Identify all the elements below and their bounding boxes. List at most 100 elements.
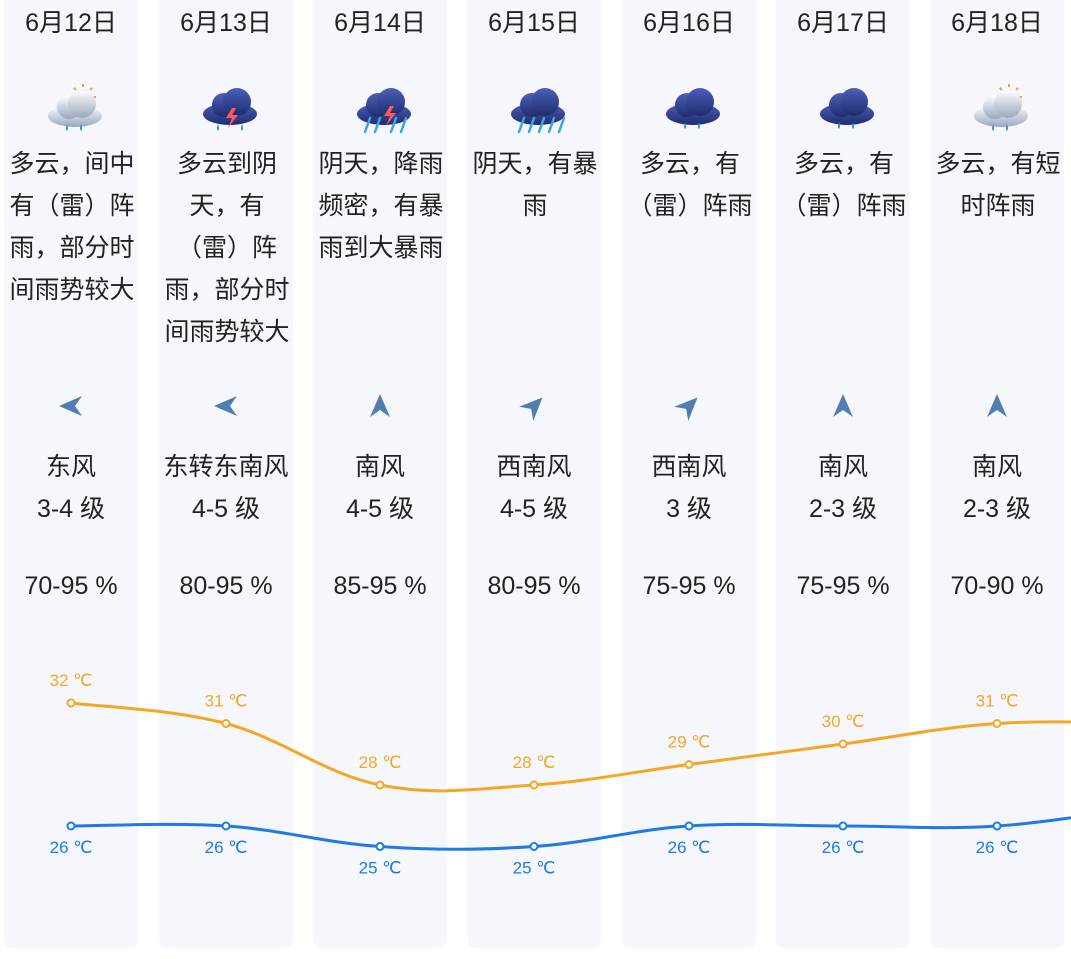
wind-direction: 东转东南风 xyxy=(163,453,289,481)
desc-line: 雨，部分时 xyxy=(9,234,135,262)
wind-direction-icon xyxy=(214,396,237,416)
low-temp-label: 25 ℃ xyxy=(359,859,402,878)
high-temp-label: 31 ℃ xyxy=(976,692,1019,711)
desc-line: 间雨势较大 xyxy=(164,318,290,346)
weather-description: 多云，有 （雷）阵雨 xyxy=(624,143,756,227)
low-temp-point xyxy=(221,821,231,831)
high-temp-label: 28 ℃ xyxy=(359,753,402,772)
wind-level: 2-3 级 xyxy=(808,495,878,523)
low-temp-label: 25 ℃ xyxy=(513,859,556,878)
high-temp-line xyxy=(70,701,1071,793)
day-card: 6月18日 多云，有短时阵雨 南风 2-3 级 70-90 % xyxy=(930,0,1064,948)
weather-description: 多云，有短时阵雨 xyxy=(932,143,1064,227)
day-card: 6月16日 多云，有 （雷）阵雨 西南风 3 级 75-95 % xyxy=(622,0,756,948)
wind-direction: 南风 xyxy=(354,453,405,481)
wind-direction: 东风 xyxy=(45,453,96,481)
wind-level: 4-5 级 xyxy=(499,495,569,523)
day-date: 6月17日 xyxy=(797,9,889,37)
desc-line: （雷）阵 xyxy=(176,234,277,262)
low-temp-point xyxy=(66,821,76,831)
humidity: 75-95 % xyxy=(796,572,890,600)
low-temp-label: 26 ℃ xyxy=(976,838,1019,857)
wind-direction-icon xyxy=(987,394,1007,417)
wind-direction: 南风 xyxy=(971,453,1022,481)
desc-line: 时阵雨 xyxy=(960,192,1036,220)
high-temp-point xyxy=(992,719,1002,728)
desc-line: （雷）阵雨 xyxy=(781,192,907,220)
desc-line: 雨 xyxy=(522,192,548,220)
desc-line: 多云，有 xyxy=(639,150,740,178)
low-temp-point xyxy=(375,842,385,851)
desc-line: 多云，间中 xyxy=(9,150,135,178)
wind-direction-icon xyxy=(59,396,82,416)
high-temp-label: 31 ℃ xyxy=(205,692,248,711)
low-temp-label: 26 ℃ xyxy=(205,838,248,857)
thunderstorm-icon xyxy=(203,88,257,131)
high-temp-label: 30 ℃ xyxy=(822,712,865,731)
low-temp-label: 26 ℃ xyxy=(668,838,711,857)
low-temp-point xyxy=(992,821,1002,831)
desc-line: 频密，有暴 xyxy=(318,192,444,220)
desc-line: 雨，部分时 xyxy=(164,276,290,304)
wind-level: 2-3 级 xyxy=(962,495,1032,523)
weather-description: 多云到阴天，有 （雷）阵雨，部分时间雨势较大 xyxy=(161,143,293,353)
desc-line: 多云，有 xyxy=(793,150,894,178)
weather-description: 多云，间中有（雷）阵雨，部分时间雨势较大 xyxy=(6,143,138,311)
high-temp-label: 29 ℃ xyxy=(668,733,711,752)
wind-direction-icon xyxy=(519,397,543,421)
high-temp-point xyxy=(375,780,385,790)
wind-direction-icon xyxy=(833,394,853,417)
desc-line: 阴天，降雨 xyxy=(318,150,444,178)
high-temp-point xyxy=(66,698,76,708)
low-temp-point xyxy=(529,842,539,851)
wind-direction: 西南风 xyxy=(496,453,572,481)
high-temp-label: 32 ℃ xyxy=(50,671,93,690)
humidity: 85-95 % xyxy=(333,572,427,600)
high-temp-point xyxy=(838,739,848,749)
desc-line: （雷）阵雨 xyxy=(627,192,753,220)
day-date: 6月12日 xyxy=(25,9,117,37)
high-temp-point xyxy=(221,719,231,728)
desc-line: 天，有 xyxy=(189,192,265,220)
day-card: 6月13日 多云到阴 天，有 （雷）阵 雨，部分时 间雨势较大 东转东南风 4-5 级 … xyxy=(159,0,293,948)
low-temp-point xyxy=(838,821,848,831)
day-date: 6月16日 xyxy=(643,9,735,37)
day-date: 6月13日 xyxy=(180,9,272,37)
heavy-rain-icon xyxy=(511,88,566,134)
wind-level: 4-5 级 xyxy=(191,495,261,523)
day-card: 6月17日 多云，有 （雷）阵雨 南风 2-3 级 75-95 % xyxy=(776,0,910,948)
rain-cloud-icon xyxy=(666,88,720,129)
humidity: 80-95 % xyxy=(179,572,273,600)
wind-direction: 西南风 xyxy=(651,453,727,481)
day-card: 6月12日 多云，间中 有（雷）阵 雨，部分时 间雨势较大 东风 3-4 级 70-9… xyxy=(4,0,138,948)
cloudy-sun-rain-icon xyxy=(48,84,102,131)
day-date: 6月18日 xyxy=(951,9,1043,37)
day-card: 6月15日 阴天，有暴雨 西南风 4-5 级 80-95 % xyxy=(467,0,601,948)
wind-direction-icon xyxy=(674,397,698,421)
high-temp-label: 28 ℃ xyxy=(513,753,556,772)
day-date: 6月15日 xyxy=(488,9,580,37)
wind-level: 4-5 级 xyxy=(345,495,415,523)
humidity: 70-90 % xyxy=(950,572,1044,600)
high-temp-point xyxy=(684,760,694,769)
low-temp-point xyxy=(684,821,694,831)
desc-line: 多云到阴 xyxy=(176,150,277,178)
low-temp-line xyxy=(70,816,1071,851)
high-temp-point xyxy=(529,780,539,790)
humidity: 70-95 % xyxy=(24,572,118,600)
low-temp-label: 26 ℃ xyxy=(50,838,93,857)
cloudy-sun-rain-icon xyxy=(974,84,1028,131)
humidity: 80-95 % xyxy=(487,572,581,600)
low-temp-label: 26 ℃ xyxy=(822,838,865,857)
wind-direction: 南风 xyxy=(817,453,868,481)
desc-line: 有（雷）阵 xyxy=(9,192,135,220)
weather-description: 阴天，有暴雨 xyxy=(469,143,601,227)
desc-line: 间雨势较大 xyxy=(9,276,135,304)
heavy-thunderstorm-icon xyxy=(357,88,411,134)
desc-line: 雨到大暴雨 xyxy=(318,234,444,262)
day-date: 6月14日 xyxy=(334,9,426,37)
desc-line: 多云，有短 xyxy=(935,150,1061,178)
humidity: 75-95 % xyxy=(642,572,736,600)
desc-line: 阴天，有暴 xyxy=(472,150,598,178)
